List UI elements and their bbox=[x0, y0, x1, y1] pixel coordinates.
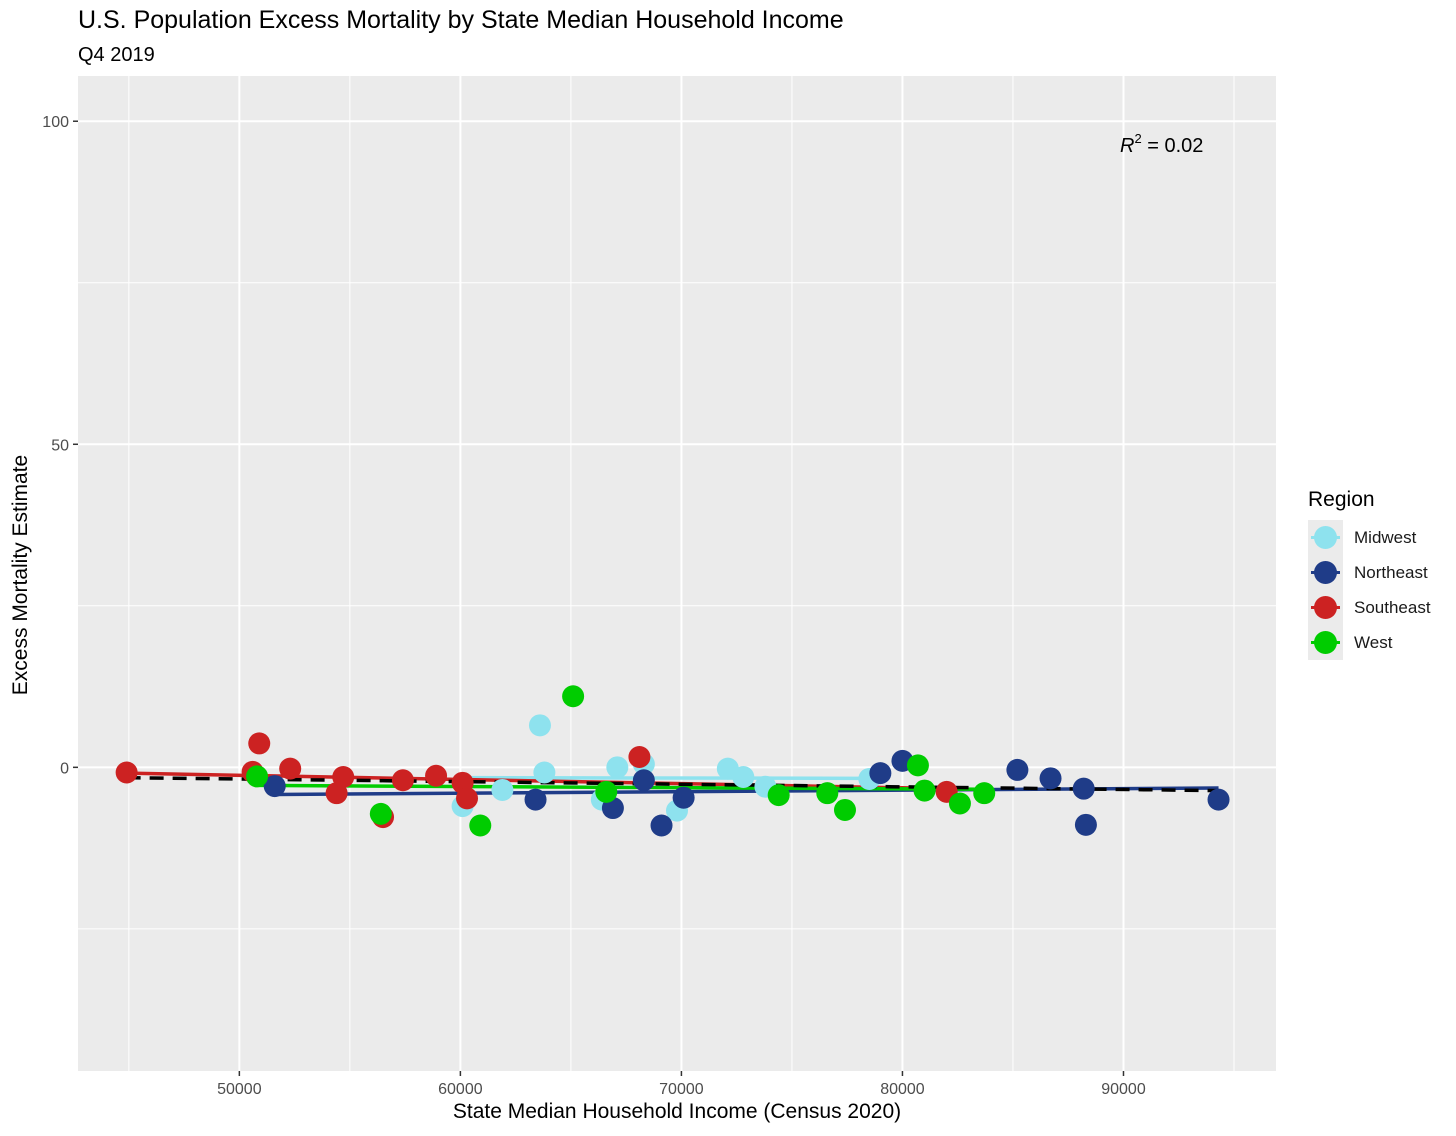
x-tick-label: 50000 bbox=[217, 1081, 262, 1098]
y-tick-label: 0 bbox=[60, 760, 69, 777]
data-point-northeast bbox=[1039, 767, 1062, 790]
y-tick-label: 50 bbox=[51, 437, 69, 454]
legend-label-west: West bbox=[1354, 632, 1393, 652]
data-point-midwest bbox=[491, 778, 514, 801]
r-squared-exponent: 2 bbox=[1134, 131, 1142, 146]
legend-key-midwest bbox=[1308, 520, 1343, 555]
data-point-midwest bbox=[533, 761, 556, 784]
plot-panel bbox=[78, 76, 1276, 1071]
legend-key-northeast bbox=[1308, 555, 1343, 590]
trend-line-west bbox=[257, 783, 985, 792]
data-points bbox=[115, 685, 1230, 837]
x-tick-label: 80000 bbox=[880, 1081, 925, 1098]
data-point-southeast bbox=[248, 732, 271, 755]
legend: Region Midwest Northeast Southeast West bbox=[1308, 488, 1431, 660]
data-point-southeast bbox=[425, 764, 448, 787]
data-point-northeast bbox=[650, 814, 673, 837]
legend-label-northeast: Northeast bbox=[1354, 562, 1428, 582]
legend-item-northeast: Northeast bbox=[1308, 555, 1431, 590]
legend-item-west: West bbox=[1308, 625, 1431, 660]
data-point-southeast bbox=[628, 745, 651, 768]
axes: 50000 60000 70000 80000 90000 0 50 100 bbox=[42, 114, 1146, 1098]
data-point-west bbox=[833, 798, 856, 821]
trend-line-northeast bbox=[274, 786, 1219, 797]
chart-subtitle: Q4 2019 bbox=[78, 44, 155, 66]
data-point-southeast bbox=[391, 769, 414, 792]
data-point-southeast bbox=[456, 787, 479, 810]
data-point-west bbox=[913, 779, 936, 802]
data-point-midwest bbox=[528, 714, 551, 737]
legend-title: Region bbox=[1308, 488, 1375, 511]
data-point-midwest bbox=[606, 756, 629, 779]
r-squared-symbol: R bbox=[1120, 135, 1135, 157]
data-point-west bbox=[767, 784, 790, 807]
r-squared-annotation: R2 = 0.02 bbox=[1120, 131, 1203, 158]
data-point-west bbox=[595, 780, 618, 803]
legend-key-west bbox=[1308, 625, 1343, 660]
legend-label-southeast: Southeast bbox=[1354, 597, 1431, 617]
data-point-west bbox=[469, 814, 492, 837]
x-tick-label: 60000 bbox=[438, 1081, 483, 1098]
data-point-west bbox=[973, 782, 996, 805]
legend-label-midwest: Midwest bbox=[1354, 527, 1417, 547]
data-point-northeast bbox=[1074, 813, 1097, 836]
legend-item-midwest: Midwest bbox=[1308, 520, 1431, 555]
chart-title: U.S. Population Excess Mortality by Stat… bbox=[78, 6, 844, 34]
x-axis-label: State Median Household Income (Census 20… bbox=[452, 1100, 902, 1123]
data-point-west bbox=[948, 792, 971, 815]
data-point-northeast bbox=[263, 775, 286, 798]
data-point-northeast bbox=[524, 788, 547, 811]
legend-item-southeast: Southeast bbox=[1308, 590, 1431, 625]
data-point-northeast bbox=[632, 769, 655, 792]
data-point-northeast bbox=[1006, 758, 1029, 781]
x-tick-label: 70000 bbox=[659, 1081, 704, 1098]
data-point-west bbox=[246, 765, 269, 788]
y-tick-label: 100 bbox=[42, 114, 69, 131]
x-tick-label: 90000 bbox=[1101, 1081, 1146, 1098]
data-point-west bbox=[906, 754, 929, 777]
data-point-west bbox=[816, 782, 839, 805]
data-point-northeast bbox=[869, 762, 892, 785]
data-point-midwest bbox=[732, 766, 755, 789]
data-point-northeast bbox=[672, 786, 695, 809]
trend-line-midwest bbox=[462, 775, 870, 781]
y-axis-label: Excess Mortality Estimate bbox=[9, 454, 32, 696]
grid-lines bbox=[78, 76, 1276, 1071]
r-squared-value: = 0.02 bbox=[1147, 135, 1204, 157]
data-point-west bbox=[369, 802, 392, 825]
overall-trend-line bbox=[126, 775, 1219, 793]
data-point-northeast bbox=[1207, 788, 1230, 811]
data-point-northeast bbox=[1072, 777, 1095, 800]
legend-key-southeast bbox=[1308, 590, 1343, 625]
data-point-southeast bbox=[332, 766, 355, 789]
data-point-west bbox=[562, 685, 585, 708]
data-point-southeast bbox=[279, 757, 302, 780]
data-point-southeast bbox=[115, 761, 138, 784]
